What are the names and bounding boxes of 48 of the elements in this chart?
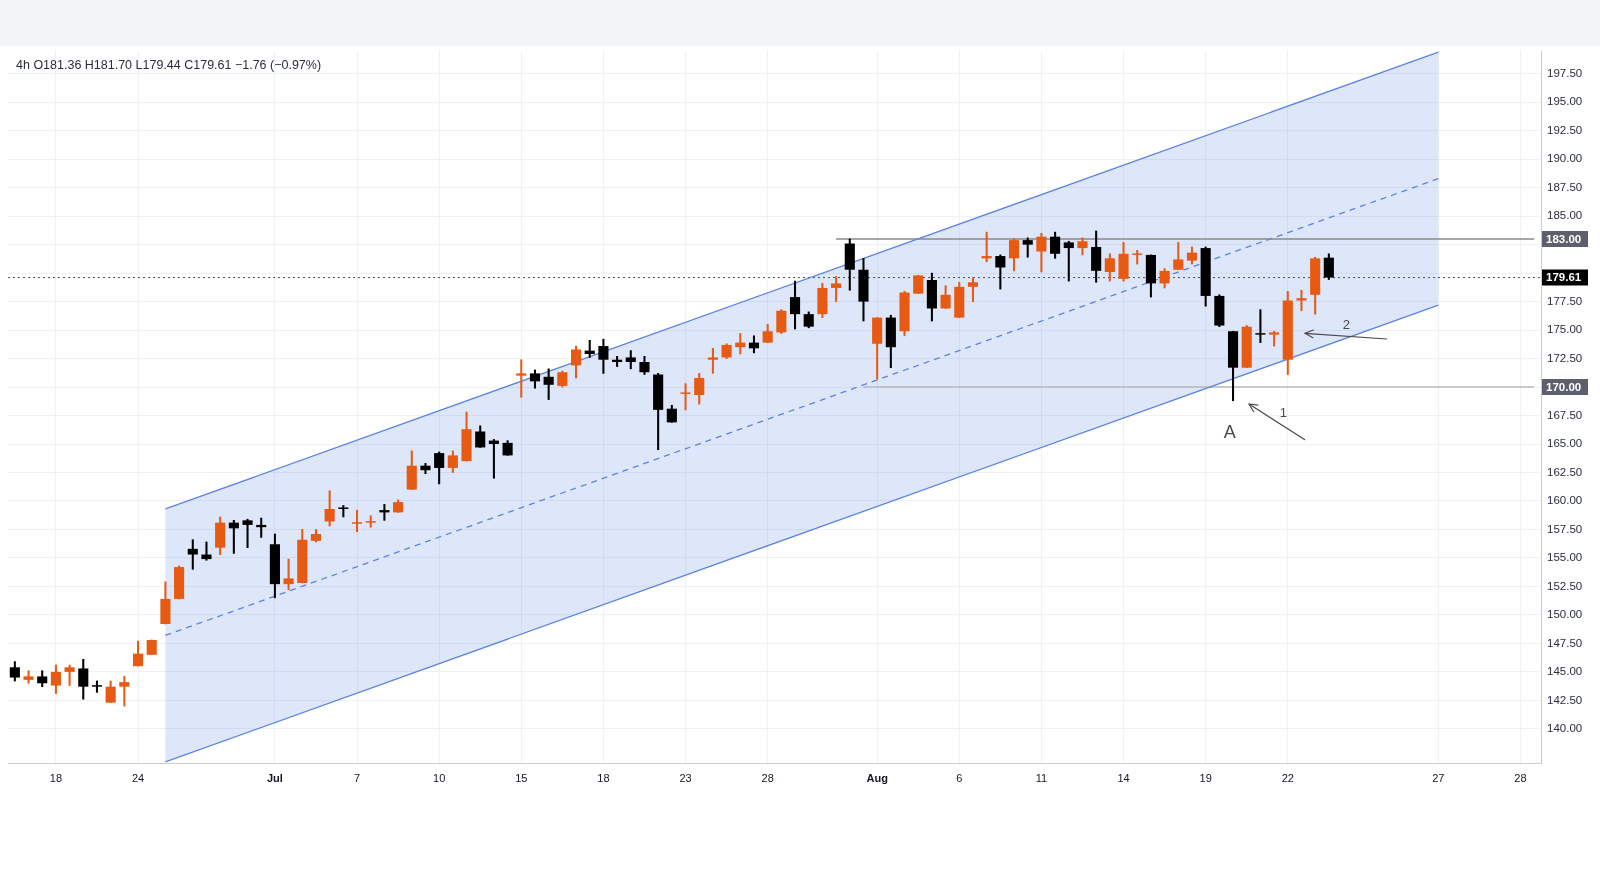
y-tick-label: 142.50 — [1547, 693, 1583, 706]
y-tick-label: 150.00 — [1547, 608, 1583, 621]
x-tick-label: 7 — [353, 771, 361, 784]
y-tick-label: 147.50 — [1547, 636, 1583, 649]
series-label: 170.00 — [1546, 380, 1582, 393]
y-tick-label: 157.50 — [1547, 522, 1583, 535]
x-tick-label: 24 — [131, 771, 145, 784]
x-tick-label: Jul — [266, 771, 283, 784]
candlestick — [516, 359, 527, 398]
y-tick-label: 185.00 — [1547, 209, 1583, 222]
y-tick-label: 192.50 — [1547, 123, 1583, 136]
series-label: 183.00 — [1546, 232, 1582, 245]
x-tick-label: 14 — [1117, 771, 1130, 784]
y-tick-label: 152.50 — [1547, 579, 1583, 592]
text: 4h O181.36 H181.70 L179.44 C179.61 −1.76 (−0.97%) — [16, 58, 322, 73]
x-tick-label: 22 — [1281, 771, 1294, 784]
y-tick-label: 175.00 — [1547, 323, 1583, 336]
x-tick-label: 28 — [1514, 771, 1527, 784]
candlestick — [680, 383, 691, 411]
y-tick-label: 197.50 — [1547, 66, 1583, 79]
y-tick-label: 167.50 — [1547, 408, 1583, 421]
y-tick-label: 187.50 — [1547, 180, 1583, 193]
y-tick-label: 195.00 — [1547, 95, 1583, 108]
y-tick-label: 162.50 — [1547, 465, 1583, 478]
x-tick-label: 10 — [433, 771, 446, 784]
annotation: 2 — [1342, 317, 1350, 333]
x-tick-label: 27 — [1432, 771, 1445, 784]
x-tick-label: 11 — [1035, 771, 1048, 784]
ref-line-label: 179.61 — [1546, 271, 1582, 284]
x-tick-label: 19 — [1199, 771, 1212, 784]
annotation: 1 — [1279, 404, 1288, 420]
y-tick-label: 165.00 — [1547, 437, 1583, 450]
y-tick-label: 145.00 — [1547, 665, 1583, 678]
y-tick-label: 155.00 — [1547, 551, 1583, 564]
candlestick — [1255, 309, 1266, 343]
annotation: A — [1223, 421, 1236, 442]
y-tick-label: 140.00 — [1547, 722, 1583, 734]
y-tick-label: 160.00 — [1547, 494, 1583, 507]
x-tick-label: 18 — [597, 771, 610, 784]
x-tick-label: 15 — [515, 771, 528, 784]
x-tick-label: 23 — [679, 771, 692, 784]
x-tick-label: 28 — [761, 771, 774, 784]
x-tick-label: Aug — [866, 771, 888, 784]
x-tick-label: 6 — [956, 771, 963, 784]
y-tick-label: 172.50 — [1547, 351, 1583, 364]
y-tick-label: 190.00 — [1547, 152, 1583, 165]
y-tick-label: 177.50 — [1547, 294, 1583, 307]
x-tick-label: 18 — [49, 771, 63, 784]
